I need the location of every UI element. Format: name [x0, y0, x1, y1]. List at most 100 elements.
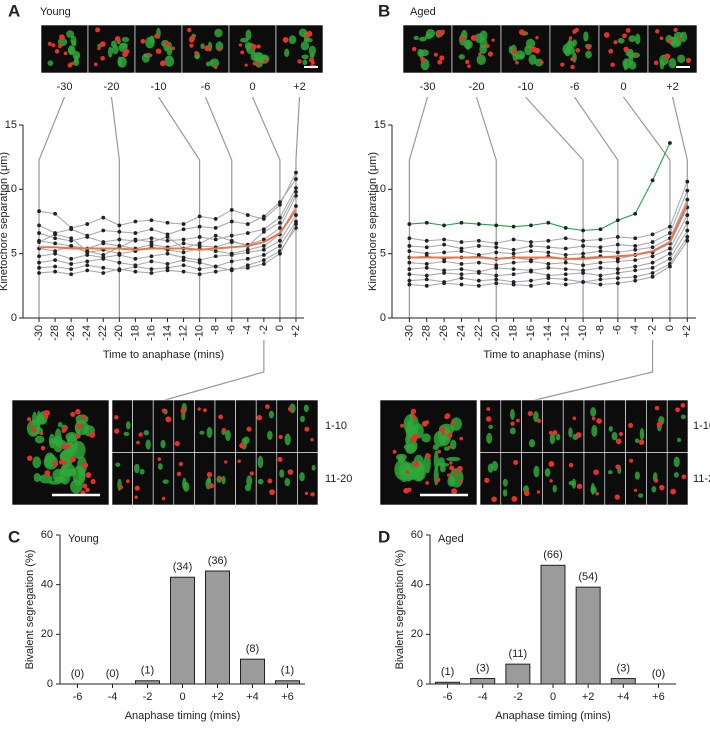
chromatin: [628, 35, 636, 43]
bar: [470, 678, 496, 685]
chromatin: [246, 475, 253, 487]
frame-connector: [574, 96, 619, 318]
data-point: [407, 249, 412, 253]
chromatin: [510, 408, 515, 420]
bar: [275, 680, 300, 685]
data-point: [668, 246, 672, 251]
chromatin: [549, 433, 556, 445]
chromatin: [268, 410, 274, 419]
kinetochore: [449, 461, 453, 465]
count-label: (0): [71, 668, 84, 680]
chromatin: [200, 43, 205, 50]
micrograph: [521, 452, 543, 506]
data-point: [598, 237, 603, 242]
chromatin: [502, 478, 508, 487]
data-point: [459, 262, 464, 266]
data-point: [615, 267, 620, 272]
data-point: [133, 231, 138, 235]
data-point: [181, 258, 186, 262]
data-point: [633, 258, 638, 262]
chromatin: [43, 454, 58, 470]
data-point: [650, 260, 655, 265]
kinetochore: [670, 488, 677, 495]
data-point: [101, 228, 106, 233]
chromatin: [564, 47, 571, 57]
data-point: [615, 218, 620, 223]
data-point: [424, 245, 429, 250]
chromatin: [60, 462, 75, 477]
data-point: [117, 237, 122, 242]
data-point: [37, 240, 41, 244]
chromatin: [145, 439, 151, 450]
data-point: [633, 211, 638, 216]
frame-label: -10: [518, 81, 534, 93]
kinetochore: [206, 471, 213, 478]
data-point: [633, 247, 638, 252]
data-point: [101, 271, 106, 275]
panel-subtitle: Young: [40, 6, 71, 18]
kinetochore: [277, 456, 283, 462]
data-point: [459, 272, 464, 277]
x-axis-label: Anaphase timing (mins): [125, 710, 241, 722]
kinetochore: [615, 464, 621, 470]
kinetochore: [576, 483, 583, 489]
kinetochore: [82, 483, 88, 489]
data-point: [37, 209, 41, 214]
x-tick-label: +2: [290, 325, 302, 338]
data-point: [181, 227, 186, 232]
data-point: [546, 245, 551, 250]
data-point: [407, 236, 412, 241]
count-label: (3): [617, 662, 630, 674]
chromatin: [418, 36, 427, 42]
chromatin: [583, 31, 589, 42]
data-point: [245, 222, 250, 226]
data-point: [117, 267, 122, 272]
data-point: [633, 236, 638, 241]
data-point: [581, 280, 585, 284]
kinetochore: [527, 411, 533, 417]
chromatin: [432, 444, 439, 451]
data-point: [529, 244, 533, 248]
x-tick-label: -2: [258, 325, 270, 335]
kinetochore: [69, 456, 76, 463]
micrograph: [194, 399, 216, 453]
kinetochore: [90, 478, 96, 485]
panel-letter: D: [378, 527, 390, 546]
kinetochore: [516, 418, 520, 423]
x-tick-label: -6: [73, 691, 83, 703]
chromatin: [215, 41, 224, 52]
data-point: [424, 262, 429, 266]
data-point: [69, 236, 74, 241]
kinetochore: [680, 402, 686, 408]
kinetochore: [252, 61, 257, 66]
kinetochore: [447, 473, 451, 477]
x-axis-label: Time to anaphase (mins): [103, 349, 224, 361]
kinetochore: [287, 406, 293, 412]
data-point: [213, 237, 218, 242]
frame-connector: [38, 96, 66, 318]
data-point: [511, 260, 516, 265]
count-label: (1): [281, 665, 294, 677]
kinetochore: [267, 478, 273, 484]
kinetochore: [548, 460, 555, 467]
x-tick-label: +6: [281, 691, 294, 703]
kinetochore: [675, 407, 680, 413]
kinetochore: [66, 443, 71, 449]
kinetochore: [119, 485, 124, 490]
data-point: [165, 235, 170, 239]
x-tick-label: -10: [194, 325, 206, 341]
data-point: [165, 251, 170, 256]
chromatin: [311, 464, 316, 471]
frame-connector: [623, 96, 671, 318]
chromatin: [509, 427, 516, 435]
chromatin: [39, 474, 53, 484]
data-point: [615, 250, 620, 255]
data-point: [546, 262, 551, 266]
chromatin: [651, 485, 657, 493]
x-tick-label: -28: [421, 325, 433, 341]
chromatin: [634, 438, 640, 444]
data-point: [37, 271, 41, 275]
data-point: [563, 267, 568, 272]
chromatin: [107, 46, 113, 58]
